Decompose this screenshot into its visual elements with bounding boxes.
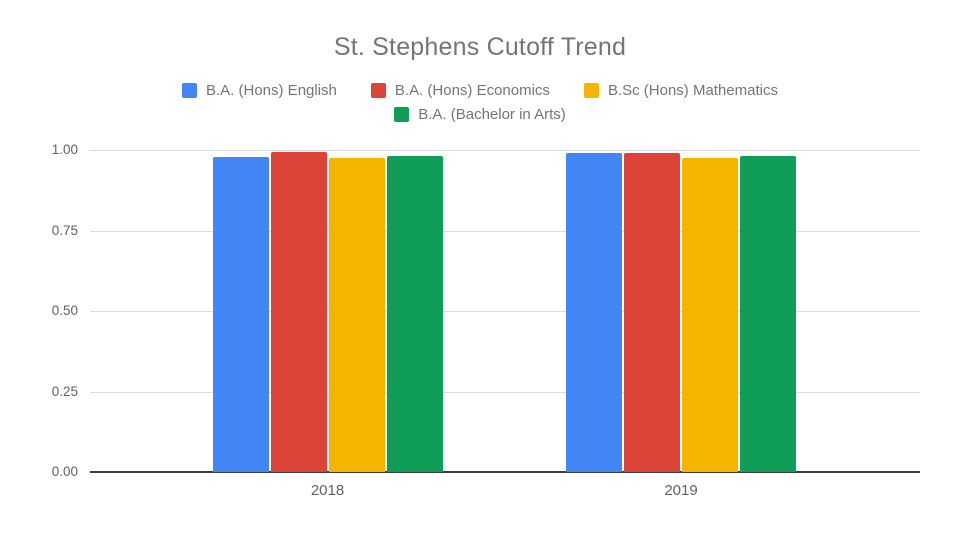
legend-swatch-icon	[370, 83, 386, 98]
y-axis-tick-label: 0.25	[51, 383, 78, 399]
bar[interactable]	[682, 158, 738, 472]
y-axis-tick-label: 0.00	[51, 464, 78, 479]
bar[interactable]	[212, 157, 269, 472]
chart-title: St. Stephens Cutoff Trend	[333, 33, 627, 61]
legend-item: B.A. (Bachelor in Arts)	[394, 106, 566, 123]
x-axis-line	[90, 471, 920, 473]
legend-label: B.A. (Hons) Economics	[394, 82, 550, 99]
legend-item: B.Sc (Hons) Mathematics	[583, 82, 778, 99]
x-axis-category-label: 2018	[310, 482, 345, 499]
bar[interactable]	[386, 155, 443, 472]
y-axis-tick-label: 1.00	[51, 142, 78, 157]
legend-label: B.Sc (Hons) Mathematics	[607, 82, 778, 99]
legend-item: B.A. (Hons) Economics	[370, 82, 550, 99]
y-axis-tick-label: 0.75	[51, 222, 78, 238]
legend-label: B.A. (Bachelor in Arts)	[418, 106, 566, 123]
legend-swatch-icon	[583, 83, 599, 98]
gridline	[90, 391, 920, 393]
legend-swatch-icon	[394, 107, 410, 122]
gridline	[90, 150, 920, 151]
bar[interactable]	[270, 152, 327, 472]
y-axis-tick-label: 0.50	[51, 303, 78, 318]
gridline	[90, 230, 920, 232]
legend-label: B.A. (Hons) English	[206, 82, 337, 99]
bar[interactable]	[624, 153, 680, 472]
x-axis-category-label: 2019	[664, 482, 698, 499]
legend-swatch-icon	[182, 83, 197, 98]
gridline	[90, 311, 920, 312]
legend-item: B.A. (Hons) English	[182, 82, 337, 99]
bar[interactable]	[328, 158, 385, 472]
legend: B.A. (Hons) English B.A. (Hons) Economics…	[80, 82, 880, 123]
bar[interactable]	[566, 153, 622, 472]
bar[interactable]	[740, 156, 796, 472]
